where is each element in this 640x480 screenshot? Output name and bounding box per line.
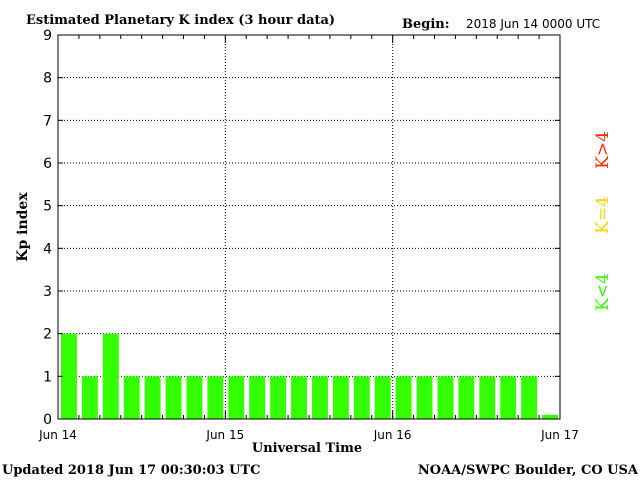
kp-bar	[228, 376, 245, 419]
legend-k-less-4: K<4	[593, 273, 613, 311]
bars	[61, 333, 558, 419]
grid-lines	[58, 35, 560, 419]
y-tick-label: 3	[43, 284, 52, 300]
x-tick-label: Jun 15	[205, 428, 244, 442]
kp-bar	[542, 414, 558, 419]
y-tick-label: 1	[43, 369, 52, 385]
y-tick-label: 7	[43, 113, 52, 129]
kp-bar	[437, 376, 454, 419]
x-tick-label: Jun 14	[38, 428, 77, 442]
y-tick-label: 8	[43, 71, 52, 87]
begin-value: 2018 Jun 14 0000 UTC	[466, 17, 600, 31]
plot-frame	[57, 34, 561, 420]
legend: K>4 K=4 K<4	[593, 131, 613, 311]
kp-bar	[291, 376, 307, 419]
x-tick-label: Jun 17	[540, 428, 579, 442]
y-axis-ticks: 0 1 2 3 4 5 6 7 8 9	[43, 28, 560, 428]
plot-border	[57, 34, 561, 420]
x-axis-label: Universal Time	[252, 441, 362, 456]
kp-bar	[479, 376, 496, 419]
kp-bar	[207, 376, 224, 419]
legend-k-greater-4: K>4	[593, 131, 613, 169]
kp-bar	[102, 333, 119, 419]
chart-title: Estimated Planetary K index (3 hour data…	[26, 13, 335, 28]
begin-label: Begin:	[402, 17, 450, 32]
kp-bar	[144, 376, 161, 419]
kp-bar	[165, 376, 182, 419]
kp-bar	[81, 376, 98, 419]
kp-bar	[353, 376, 370, 419]
y-tick-label: 6	[43, 156, 52, 172]
kp-bar	[123, 376, 140, 419]
kp-bar	[416, 376, 433, 419]
y-tick-label: 0	[43, 412, 52, 428]
x-tick-label: Jun 16	[373, 428, 412, 442]
kp-bar	[521, 376, 538, 419]
credit-text: NOAA/SWPC Boulder, CO USA	[418, 463, 639, 478]
kp-bar	[374, 376, 391, 419]
kp-bar	[458, 376, 475, 419]
kp-bar	[332, 376, 349, 419]
y-axis-label: Kp index	[15, 192, 31, 262]
kp-bar	[249, 376, 266, 419]
kp-bar	[186, 376, 203, 419]
y-tick-label: 9	[43, 28, 52, 44]
legend-k-equal-4: K=4	[593, 196, 613, 234]
kp-bar	[500, 376, 517, 419]
kp-bar	[270, 376, 287, 419]
kp-bar	[61, 333, 77, 419]
x-axis-ticks: Jun 14 Jun 15 Jun 16 Jun 17	[38, 35, 579, 442]
y-tick-label: 5	[43, 199, 52, 215]
y-tick-label: 4	[43, 241, 52, 257]
updated-timestamp: Updated 2018 Jun 17 00:30:03 UTC	[2, 463, 261, 478]
y-tick-label: 2	[43, 327, 52, 343]
kp-bar	[312, 376, 328, 419]
kp-bar	[395, 376, 412, 419]
